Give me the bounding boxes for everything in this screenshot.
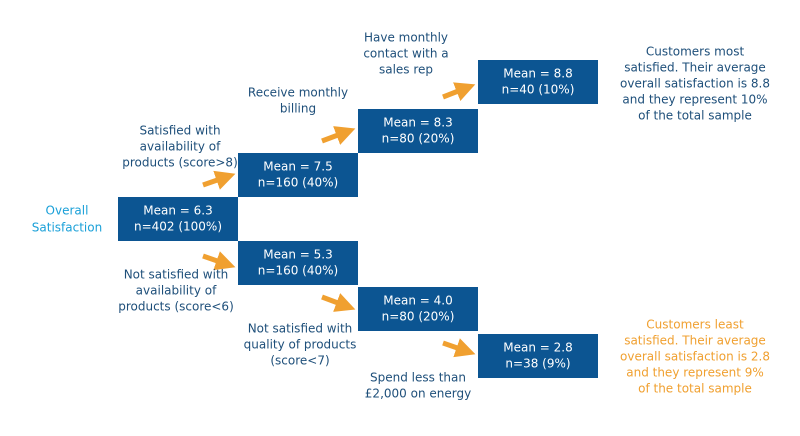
label-line: availability of	[136, 284, 217, 298]
arrow	[442, 338, 476, 358]
label-line: Have monthly	[364, 31, 448, 45]
node-box	[238, 241, 358, 285]
arrow	[321, 126, 356, 145]
label-line: products (score>8)	[122, 156, 238, 170]
label-line: billing	[280, 102, 316, 116]
arrow	[321, 293, 356, 312]
label-line: Customers least	[646, 318, 744, 332]
label-line: n=160 (40%)	[258, 176, 338, 190]
label-line: Spend less than	[370, 371, 466, 385]
label-line: overall satisfaction is 8.8	[620, 77, 770, 91]
label-line: n=80 (20%)	[382, 310, 455, 324]
label-line: Mean = 8.3	[383, 116, 452, 130]
label-line: n=40 (10%)	[502, 83, 575, 97]
label-line: contact with a	[363, 47, 448, 61]
label-line: Mean = 5.3	[263, 248, 332, 262]
label-line: products (score<6)	[118, 300, 234, 314]
label-line: and they represent 9%	[626, 366, 764, 380]
label-line: n=402 (100%)	[134, 220, 222, 234]
arrows	[202, 82, 476, 358]
label-line: n=38 (9%)	[505, 357, 570, 371]
arrow	[442, 82, 476, 101]
label-line: Mean = 8.8	[503, 67, 572, 81]
label-line: Satisfaction	[32, 221, 102, 235]
label-line: n=80 (20%)	[382, 132, 455, 146]
label-line: Overall	[46, 204, 89, 218]
label-line: £2,000 on energy	[365, 387, 471, 401]
label-line: Mean = 2.8	[503, 341, 572, 355]
node-box	[478, 334, 598, 378]
label-line: Receive monthly	[248, 86, 348, 100]
label-line: satisfied. Their average	[624, 334, 766, 348]
label-line: sales rep	[379, 63, 433, 77]
label-line: availability of	[140, 140, 221, 154]
node-box	[358, 109, 478, 153]
label-line: Mean = 6.3	[143, 204, 212, 218]
label-line: Not satisfied with	[248, 322, 353, 336]
label-line: of the total sample	[638, 382, 752, 396]
label-line: and they represent 10%	[622, 93, 767, 107]
arrow	[202, 170, 236, 190]
label-line: Customers most	[646, 45, 745, 59]
label-line: Not satisfied with	[124, 268, 229, 282]
node-box	[238, 153, 358, 197]
node-box	[358, 287, 478, 331]
node-box	[118, 197, 238, 241]
label-line: quality of products	[244, 338, 357, 352]
label-line: Mean = 7.5	[263, 160, 332, 174]
label-line: (score<7)	[270, 354, 329, 368]
label-line: n=160 (40%)	[258, 264, 338, 278]
label-line: Mean = 4.0	[383, 294, 452, 308]
node-box	[478, 60, 598, 104]
label-line: Satisfied with	[139, 124, 220, 138]
label-line: satisfied. Their average	[624, 61, 766, 75]
label-line: overall satisfaction is 2.8	[620, 350, 770, 364]
arrow	[202, 251, 236, 271]
label-line: of the total sample	[638, 109, 752, 123]
